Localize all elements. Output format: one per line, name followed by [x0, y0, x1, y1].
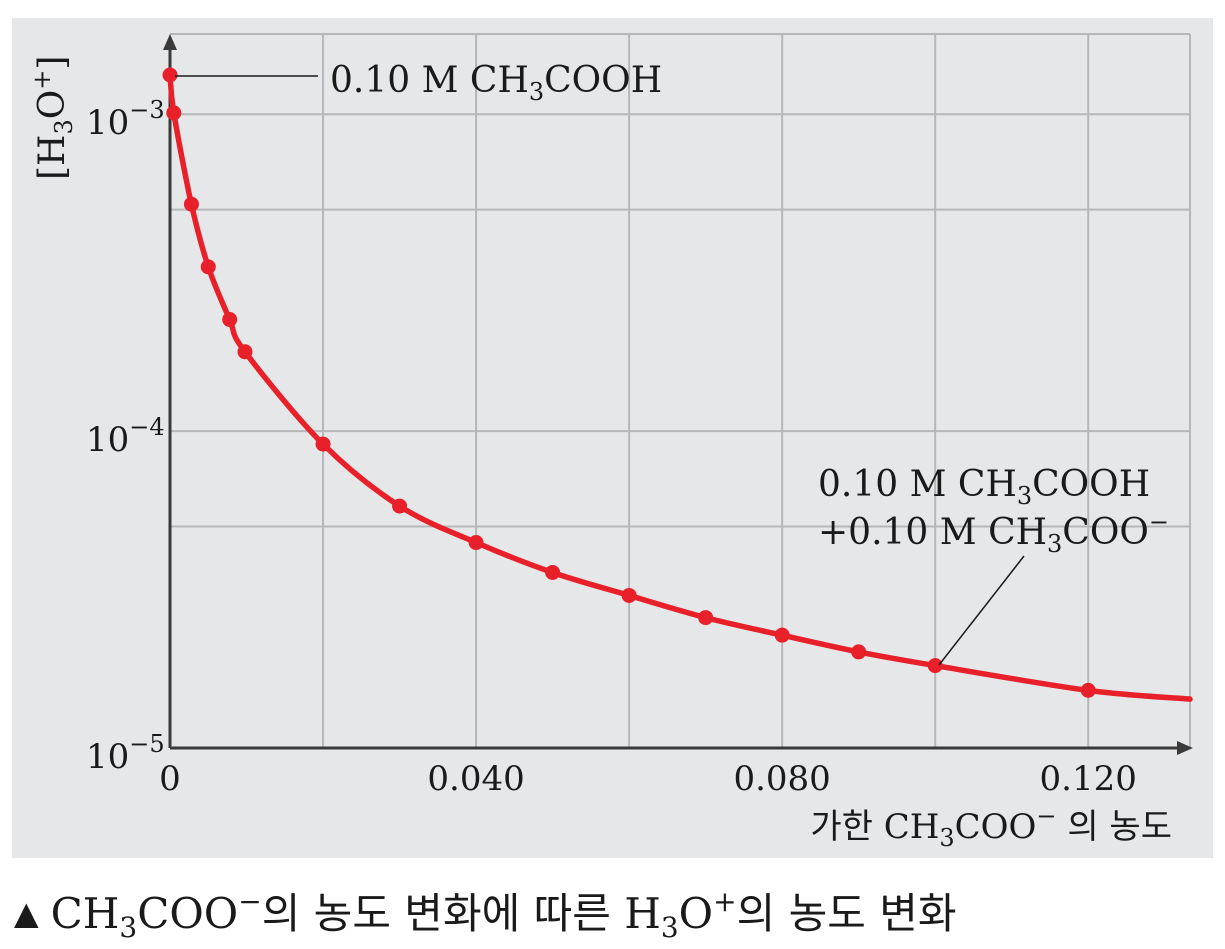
- annotation-bottom-line1: 0.10 M CH3COOH: [818, 464, 1150, 510]
- y-tick-label: 10−4: [86, 413, 165, 460]
- data-point: [162, 67, 178, 83]
- data-point: [774, 627, 790, 643]
- data-point: [222, 312, 238, 328]
- x-tick-label: 0: [159, 759, 181, 799]
- data-point: [545, 564, 561, 580]
- x-tick-labels: 0 0.040 0.080 0.120: [159, 759, 1137, 799]
- data-point: [1080, 682, 1096, 698]
- data-point: [851, 644, 867, 660]
- data-point: [237, 344, 253, 360]
- data-point: [698, 610, 714, 626]
- annotation-top: 0.10 M CH3COOH: [330, 60, 662, 106]
- x-tick-label: 0.120: [1040, 759, 1137, 799]
- data-point: [183, 196, 199, 212]
- data-point: [468, 535, 484, 551]
- data-point: [166, 105, 182, 121]
- data-point: [927, 658, 943, 674]
- y-tick-label: 10−3: [86, 96, 165, 143]
- data-point: [315, 436, 331, 452]
- y-axis-arrow-icon: [163, 34, 177, 50]
- x-axis-arrow-icon: [1177, 741, 1193, 755]
- x-tick-label: 0.040: [427, 759, 524, 799]
- x-axis-label: 가한 CH3COO− 의 농도: [810, 802, 1172, 852]
- data-point: [621, 587, 637, 603]
- data-point: [392, 498, 408, 514]
- axes: [163, 34, 1193, 755]
- annotation-leader-line-bottom: [938, 555, 1025, 666]
- figure-caption: ▲ CH3COO−의 농도 변화에 따른 H3O+의 농도 변화: [14, 885, 956, 944]
- data-point: [200, 259, 216, 275]
- y-tick-label: 10−5: [86, 730, 165, 777]
- data-points: [162, 67, 1096, 698]
- y-axis-label: [H3O+]: [28, 56, 78, 180]
- y-tick-labels: 10−3 10−4 10−5: [86, 96, 165, 777]
- annotation-bottom-line2: +0.10 M CH3COO−: [818, 508, 1169, 558]
- chart-background: [12, 18, 1213, 858]
- x-tick-label: 0.080: [733, 759, 830, 799]
- grid: [170, 33, 1191, 749]
